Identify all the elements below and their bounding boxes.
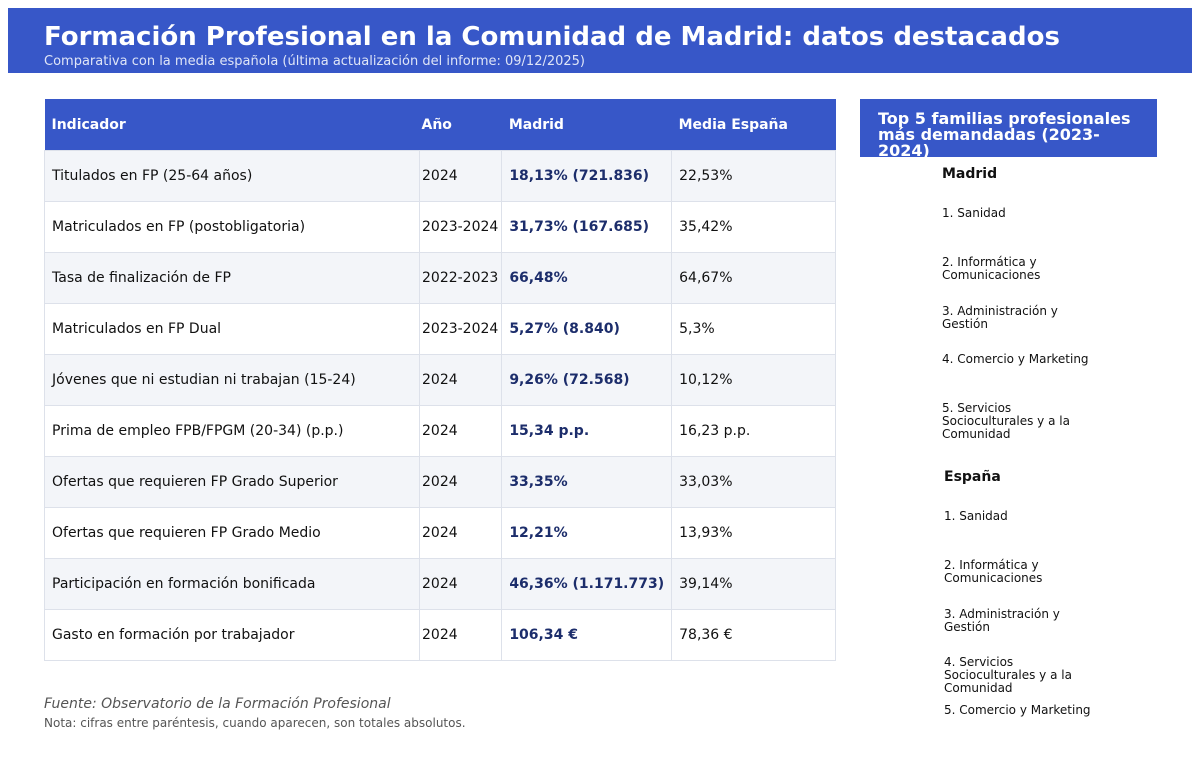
madrid-list-item: 5. Servicios Socioculturales y a la Comu… xyxy=(942,401,1070,441)
column-header: Media España xyxy=(671,99,836,151)
madrid-cell: 5,27% (8.840) xyxy=(501,303,673,355)
madrid-cell: 9,26% (72.568) xyxy=(501,354,673,406)
table-row: Ofertas que requieren FP Grado Superior 2… xyxy=(44,456,837,508)
spain-cell: 10,12% xyxy=(671,354,837,406)
table-row: Prima de empleo FPB/FPGM (20-34) (p.p.) 2… xyxy=(44,405,837,457)
table-row: Matriculados en FP (postobligatoria) 2023… xyxy=(44,201,837,253)
indicator-cell: Ofertas que requieren FP Grado Medio xyxy=(44,507,420,559)
espana-list-item: 3. Administración y Gestión xyxy=(944,607,1060,634)
indicator-cell: Jóvenes que ni estudian ni trabajan (15-… xyxy=(44,354,420,406)
year-cell: 2023-2024 xyxy=(418,201,503,253)
indicator-cell: Gasto en formación por trabajador xyxy=(44,609,420,661)
espana-heading: España xyxy=(944,469,1001,485)
column-header: Año xyxy=(419,99,502,151)
table-row: Jóvenes que ni estudian ni trabajan (15-… xyxy=(44,354,837,406)
indicator-cell: Matriculados en FP (postobligatoria) xyxy=(44,201,420,253)
year-cell: 2024 xyxy=(418,150,503,202)
madrid-cell: 15,34 p.p. xyxy=(501,405,673,457)
year-cell: 2024 xyxy=(418,354,503,406)
year-cell: 2023-2024 xyxy=(418,303,503,355)
year-cell: 2024 xyxy=(418,558,503,610)
espana-list-item: 5. Comercio y Marketing xyxy=(944,703,1091,717)
madrid-list-item: 1. Sanidad xyxy=(942,206,1006,220)
spain-cell: 22,53% xyxy=(671,150,837,202)
indicator-cell: Tasa de finalización de FP xyxy=(44,252,420,304)
column-header: Madrid xyxy=(501,99,672,151)
indicator-cell: Prima de empleo FPB/FPGM (20-34) (p.p.) xyxy=(44,405,420,457)
table-row: Tasa de finalización de FP 2022-2023 66,48… xyxy=(44,252,837,304)
espana-list-item: 1. Sanidad xyxy=(944,509,1008,523)
madrid-cell: 106,34 € xyxy=(501,609,673,661)
madrid-list-item: 2. Informática y Comunicaciones xyxy=(942,255,1041,282)
table-row: Ofertas que requieren FP Grado Medio 2024… xyxy=(44,507,837,559)
spain-cell: 78,36 € xyxy=(671,609,837,661)
year-cell: 2024 xyxy=(418,456,503,508)
sidebar-title: Top 5 familias profesionales más demanda… xyxy=(860,99,1157,159)
madrid-list-item: 3. Administración y Gestión xyxy=(942,304,1058,331)
page-title: Formación Profesional en la Comunidad de… xyxy=(44,22,1060,52)
madrid-cell: 18,13% (721.836) xyxy=(501,150,673,202)
indicators-table: Indicador Año Madrid Media España Titulados… xyxy=(44,99,837,661)
spain-cell: 33,03% xyxy=(671,456,837,508)
spain-cell: 64,67% xyxy=(671,252,837,304)
indicator-cell: Participación en formación bonificada xyxy=(44,558,420,610)
spain-cell: 35,42% xyxy=(671,201,837,253)
indicator-cell: Titulados en FP (25-64 años) xyxy=(44,150,420,202)
madrid-list-item: 4. Comercio y Marketing xyxy=(942,352,1089,366)
table-row: Matriculados en FP Dual 2023-2024 5,27% (8… xyxy=(44,303,837,355)
indicator-cell: Ofertas que requieren FP Grado Superior xyxy=(44,456,420,508)
madrid-cell: 33,35% xyxy=(501,456,673,508)
madrid-heading: Madrid xyxy=(942,166,998,182)
note-text: Nota: cifras entre paréntesis, cuando ap… xyxy=(44,716,466,730)
year-cell: 2022-2023 xyxy=(418,252,503,304)
column-header: Indicador xyxy=(44,99,420,151)
espana-list-item: 2. Informática y Comunicaciones xyxy=(944,558,1043,585)
source-text: Fuente: Observatorio de la Formación Pro… xyxy=(44,696,391,712)
madrid-cell: 66,48% xyxy=(501,252,673,304)
year-cell: 2024 xyxy=(418,609,503,661)
madrid-cell: 46,36% (1.171.773) xyxy=(501,558,673,610)
header-banner: Formación Profesional en la Comunidad de… xyxy=(8,8,1192,73)
spain-cell: 5,3% xyxy=(671,303,837,355)
table-row: Gasto en formación por trabajador 2024 106… xyxy=(44,609,837,661)
indicator-cell: Matriculados en FP Dual xyxy=(44,303,420,355)
spain-cell: 13,93% xyxy=(671,507,837,559)
table-row: Titulados en FP (25-64 años) 2024 18,13% (… xyxy=(44,150,837,202)
madrid-cell: 31,73% (167.685) xyxy=(501,201,673,253)
page-subtitle: Comparativa con la media española (últim… xyxy=(44,54,585,69)
spain-cell: 16,23 p.p. xyxy=(671,405,837,457)
year-cell: 2024 xyxy=(418,507,503,559)
madrid-cell: 12,21% xyxy=(501,507,673,559)
table-row: Participación en formación bonificada 202… xyxy=(44,558,837,610)
year-cell: 2024 xyxy=(418,405,503,457)
spain-cell: 39,14% xyxy=(671,558,837,610)
espana-list-item: 4. Servicios Socioculturales y a la Comu… xyxy=(944,655,1072,695)
